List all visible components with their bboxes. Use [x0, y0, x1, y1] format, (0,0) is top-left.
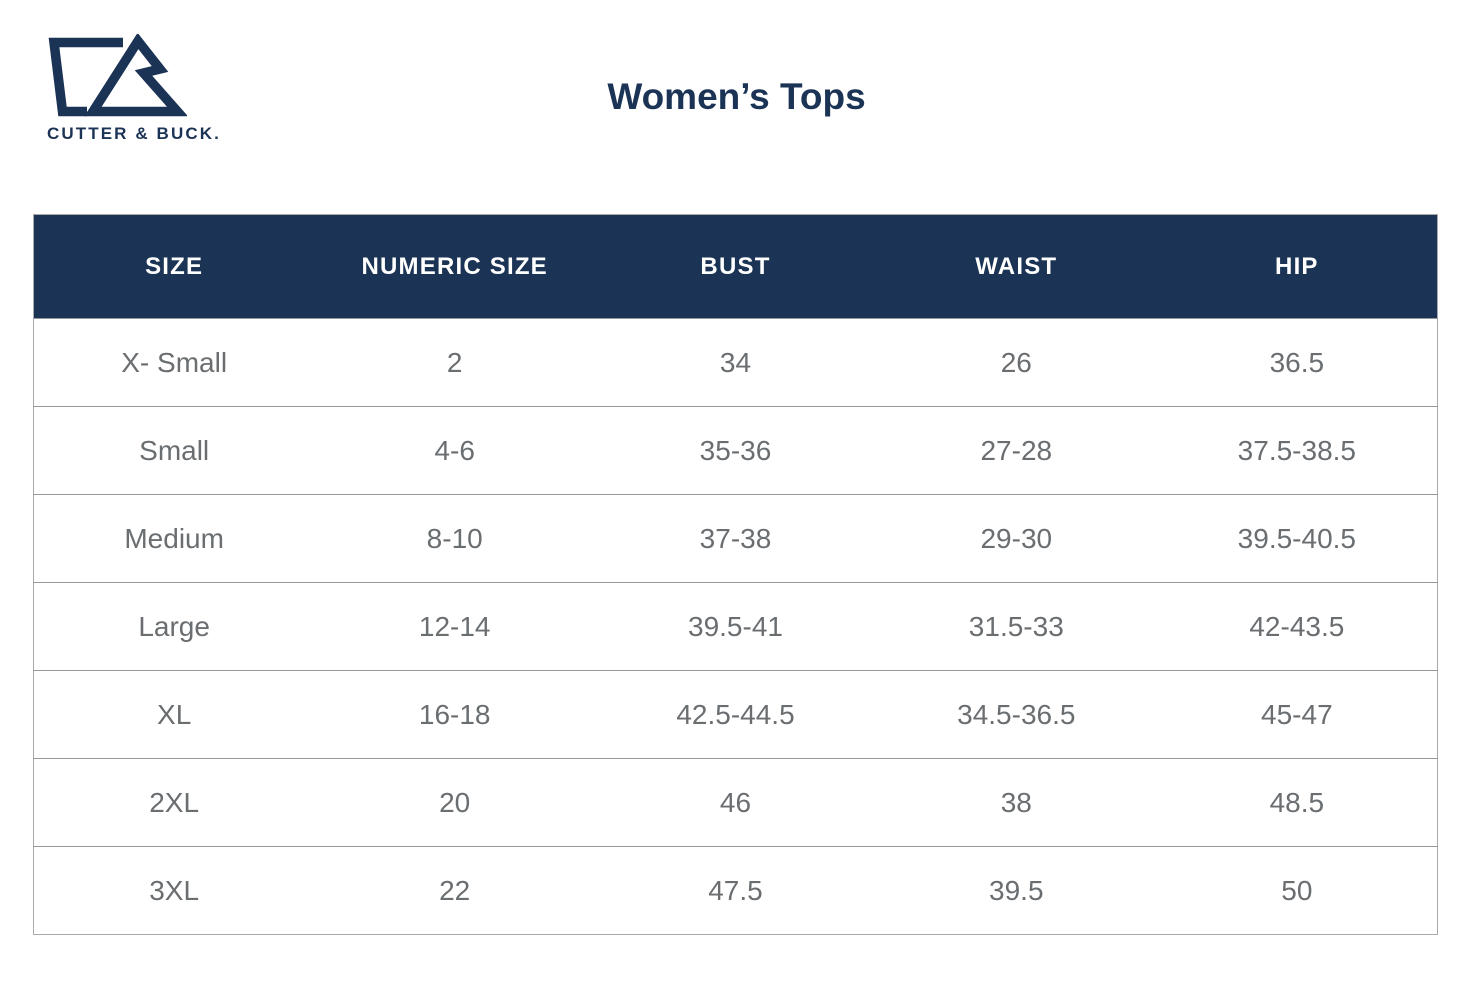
column-header-bust: BUST — [595, 214, 876, 319]
cell-size: XL — [33, 670, 315, 759]
cell-bust: 37-38 — [595, 494, 876, 583]
cell-numeric-size: 20 — [314, 758, 596, 847]
cell-numeric-size: 12-14 — [314, 582, 596, 671]
cell-size: Small — [33, 406, 315, 495]
table-row-small: Small 4-6 35-36 27-28 37.5-38.5 — [33, 406, 1438, 495]
table-row-xl: XL 16-18 42.5-44.5 34.5-36.5 45-47 — [33, 670, 1438, 759]
cell-waist: 29-30 — [875, 494, 1157, 583]
cell-hip: 36.5 — [1156, 318, 1438, 407]
cell-waist: 34.5-36.5 — [875, 670, 1157, 759]
cell-bust: 47.5 — [595, 846, 876, 935]
table-row-3xl: 3XL 22 47.5 39.5 50 — [33, 846, 1438, 935]
cell-hip: 37.5-38.5 — [1156, 406, 1438, 495]
cell-hip: 39.5-40.5 — [1156, 494, 1438, 583]
size-chart-body: X- Small 2 34 26 36.5 Small 4-6 35-36 27… — [33, 318, 1438, 935]
cell-bust: 35-36 — [595, 406, 876, 495]
cell-numeric-size: 16-18 — [314, 670, 596, 759]
cell-hip: 42-43.5 — [1156, 582, 1438, 671]
cb-monogram-icon — [48, 34, 187, 117]
cell-size: Medium — [33, 494, 315, 583]
cell-numeric-size: 4-6 — [314, 406, 596, 495]
cutter-buck-logo: CUTTER & BUCK. — [47, 34, 221, 144]
cell-bust: 34 — [595, 318, 876, 407]
table-row-xsmall: X- Small 2 34 26 36.5 — [33, 318, 1438, 407]
cell-hip: 50 — [1156, 846, 1438, 935]
cell-waist: 39.5 — [875, 846, 1157, 935]
column-header-hip: HIP — [1156, 214, 1438, 319]
cell-waist: 26 — [875, 318, 1157, 407]
page-title: Women’s Tops — [607, 76, 866, 117]
cell-size: X- Small — [33, 318, 315, 407]
column-header-numeric-size: NUMERIC SIZE — [314, 214, 596, 319]
size-chart-header: SIZE NUMERIC SIZE BUST WAIST HIP — [33, 214, 1438, 319]
cell-bust: 39.5-41 — [595, 582, 876, 671]
cell-numeric-size: 8-10 — [314, 494, 596, 583]
cell-size: 2XL — [33, 758, 315, 847]
cell-numeric-size: 22 — [314, 846, 596, 935]
brand-wordmark: CUTTER & BUCK. — [47, 124, 221, 143]
cell-numeric-size: 2 — [314, 318, 596, 407]
cell-hip: 45-47 — [1156, 670, 1438, 759]
header-row: SIZE NUMERIC SIZE BUST WAIST HIP — [33, 214, 1438, 319]
column-header-size: SIZE — [33, 214, 315, 319]
column-header-waist: WAIST — [875, 214, 1157, 319]
cell-waist: 27-28 — [875, 406, 1157, 495]
cell-size: Large — [33, 582, 315, 671]
cell-hip: 48.5 — [1156, 758, 1438, 847]
cell-waist: 31.5-33 — [875, 582, 1157, 671]
cell-size: 3XL — [33, 846, 315, 935]
cell-bust: 46 — [595, 758, 876, 847]
cell-waist: 38 — [875, 758, 1157, 847]
table-row-medium: Medium 8-10 37-38 29-30 39.5-40.5 — [33, 494, 1438, 583]
size-chart-table: SIZE NUMERIC SIZE BUST WAIST HIP X- Smal… — [33, 214, 1438, 935]
cell-bust: 42.5-44.5 — [595, 670, 876, 759]
table-row-large: Large 12-14 39.5-41 31.5-33 42-43.5 — [33, 582, 1438, 671]
table-row-2xl: 2XL 20 46 38 48.5 — [33, 758, 1438, 847]
